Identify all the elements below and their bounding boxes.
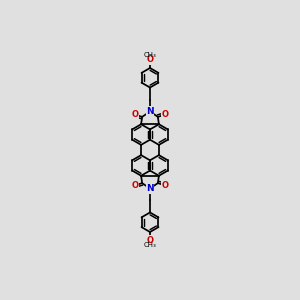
Text: N: N — [146, 184, 154, 193]
Text: O: O — [131, 181, 138, 190]
Text: CH₃: CH₃ — [144, 242, 156, 248]
Text: O: O — [162, 181, 169, 190]
Text: O: O — [146, 236, 154, 245]
Text: O: O — [146, 55, 154, 64]
Text: O: O — [131, 110, 138, 119]
Text: CH₃: CH₃ — [144, 52, 156, 58]
Text: O: O — [162, 110, 169, 119]
Text: N: N — [146, 107, 154, 116]
